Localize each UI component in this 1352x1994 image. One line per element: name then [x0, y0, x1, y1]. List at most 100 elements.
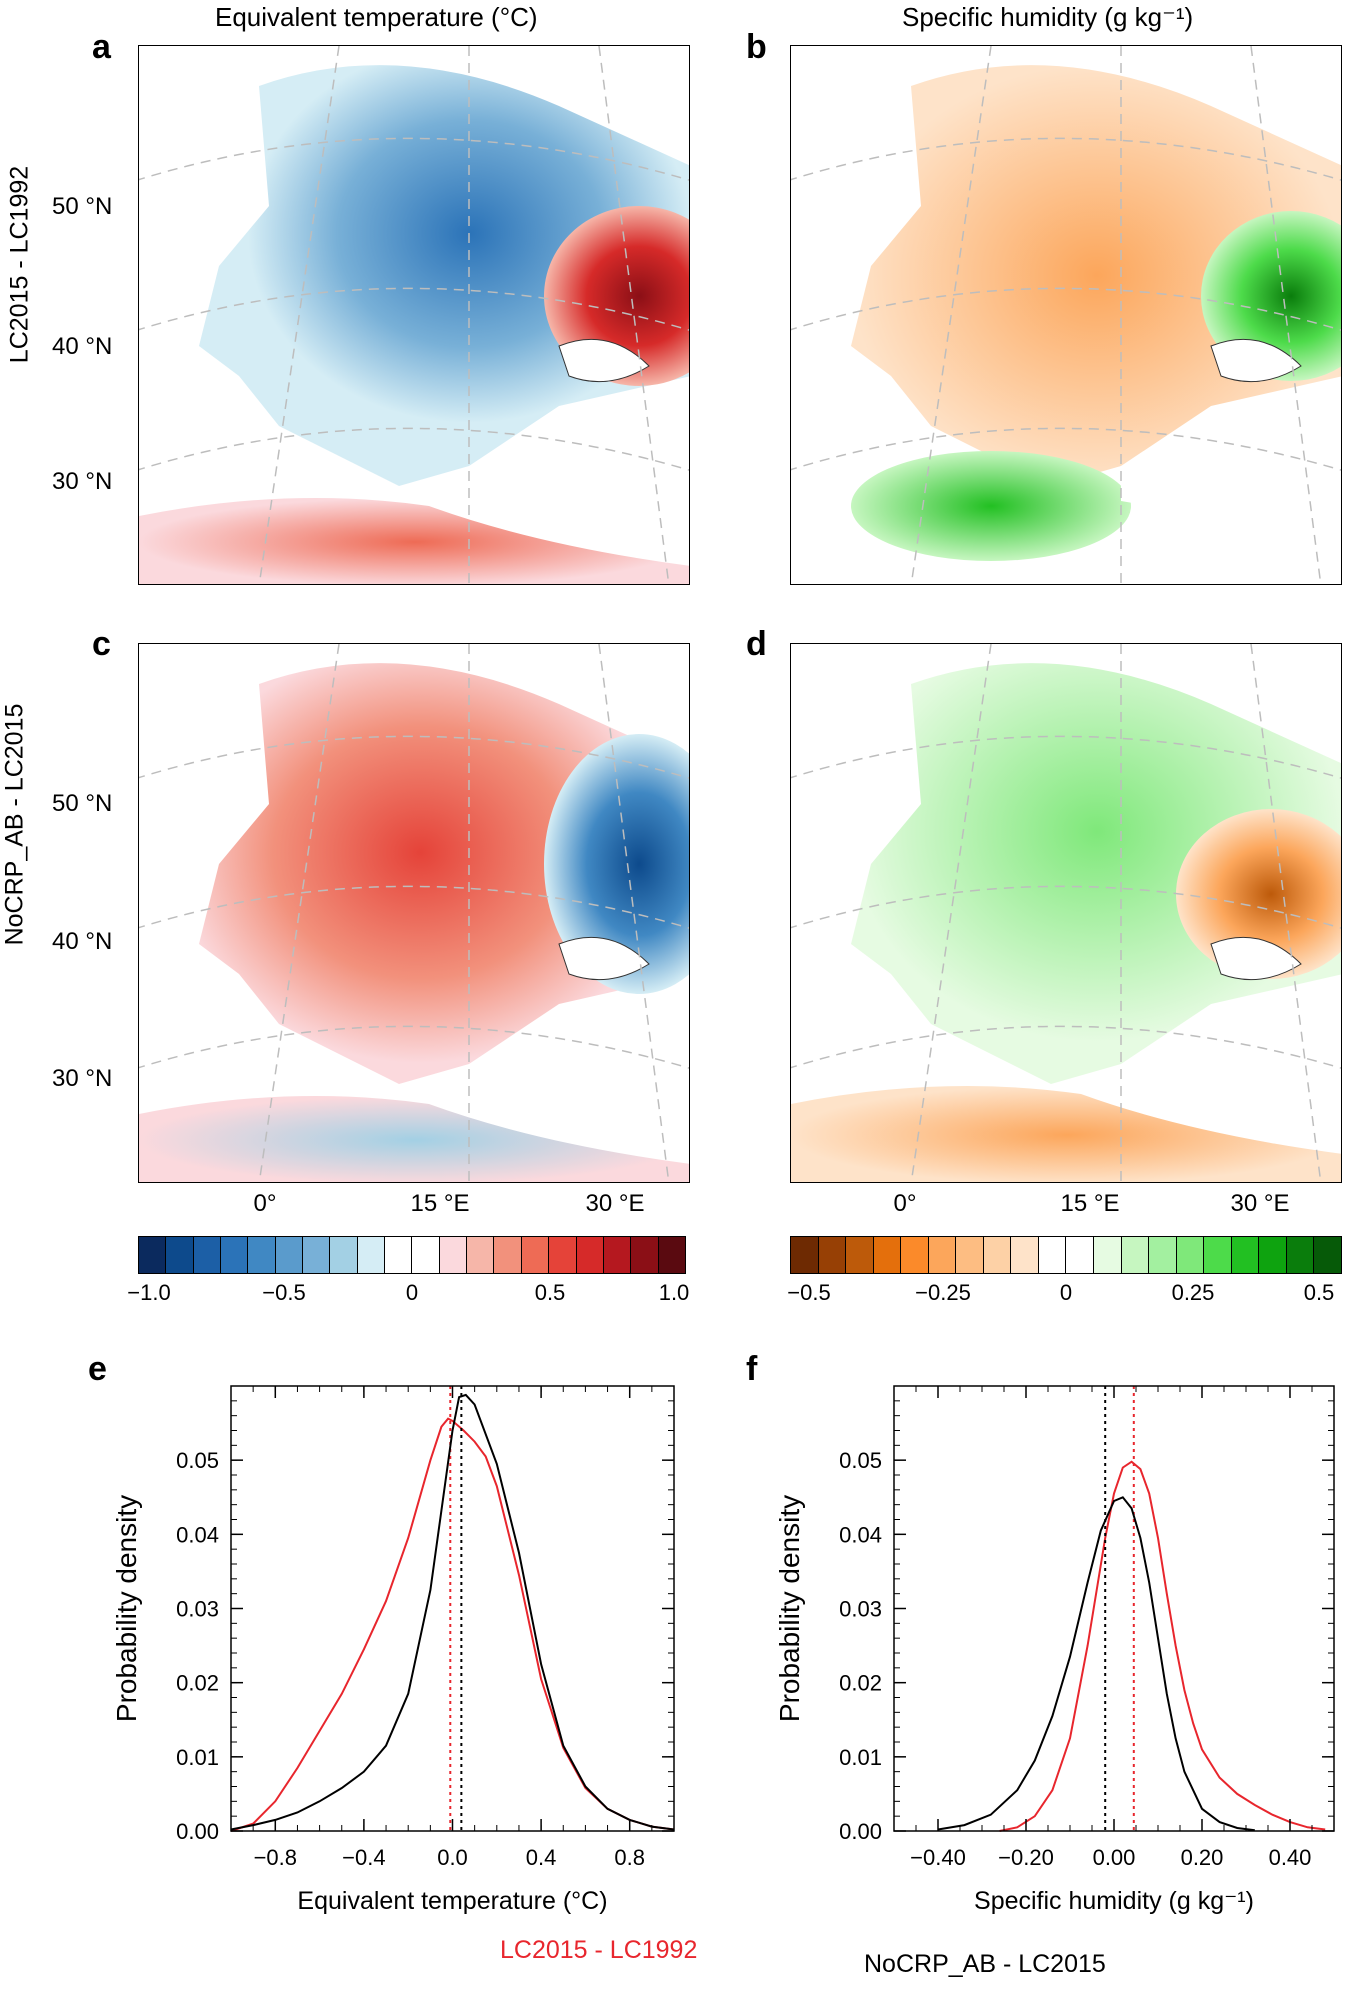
- x-tick-label: −0.20: [998, 1845, 1054, 1870]
- y-tick-label: 0.05: [176, 1448, 219, 1473]
- lon-label-15e: 15 °E: [410, 1190, 470, 1217]
- colorbar-swatch: [521, 1237, 550, 1273]
- colorbar-temperature-ticks: −1.0 −0.5 0 0.5 1.0: [127, 1280, 689, 1310]
- colorbar-tick: 1.0: [658, 1280, 690, 1305]
- colorbar-tick: 0.5: [1303, 1280, 1335, 1305]
- map-c-graphic: [139, 644, 689, 1182]
- y-tick-label: 0.02: [176, 1671, 219, 1696]
- colorbar-swatch: [494, 1237, 522, 1273]
- map-panel-a: [138, 45, 690, 585]
- colorbar-swatch: [873, 1237, 902, 1273]
- colorbar-swatch: [1259, 1237, 1287, 1273]
- colorbar-humidity: [790, 1236, 1342, 1274]
- legend-item-lc2015-lc1992: LC2015 - LC1992: [500, 1936, 698, 1964]
- row-label-nocrp-ab-lc2015: NoCRP_AB - LC2015: [0, 703, 29, 946]
- lon-label-15e: 15 °E: [1060, 1190, 1120, 1217]
- legend-item-nocrp-ab-lc2015: NoCRP_AB - LC2015: [864, 1950, 1106, 1978]
- y-axis-label: Probability density: [774, 1495, 805, 1722]
- panel-letter-a: a: [92, 28, 111, 66]
- panel-letter-c: c: [92, 625, 111, 663]
- x-tick-label: 0.20: [1181, 1845, 1224, 1870]
- x-tick-label: −0.4: [342, 1845, 385, 1870]
- plot-frame: [893, 1385, 1335, 1832]
- colorbar-swatch: [166, 1237, 194, 1273]
- colorbar-swatch: [248, 1237, 276, 1273]
- colorbar-swatch: [1314, 1237, 1341, 1273]
- colorbar-swatch: [1231, 1237, 1260, 1273]
- map-d-graphic: [791, 644, 1341, 1182]
- y-tick-label: 0.01: [176, 1745, 219, 1770]
- y-tick-label: 0.00: [839, 1819, 882, 1844]
- lat-label-30n: 30 °N: [52, 1065, 113, 1092]
- series-line-0: [230, 1417, 675, 1832]
- colorbar-swatch: [1176, 1237, 1205, 1273]
- colorbar-tick: 0.5: [534, 1280, 566, 1305]
- colorbar-swatch: [357, 1237, 386, 1273]
- colorbar-tick: −1.0: [127, 1280, 171, 1305]
- column-title-temperature: Equivalent temperature (°C): [215, 2, 538, 32]
- colorbar-swatch: [818, 1237, 847, 1273]
- lat-label-30n: 30 °N: [52, 468, 113, 495]
- x-axis-label: Specific humidity (g kg⁻¹): [974, 1887, 1254, 1915]
- colorbar-swatch: [983, 1237, 1012, 1273]
- colorbar-swatch: [631, 1237, 659, 1273]
- x-tick-label: 0.00: [1093, 1845, 1136, 1870]
- y-tick-label: 0.04: [839, 1522, 882, 1547]
- colorbar-swatch: [846, 1237, 874, 1273]
- colorbar-tick: −0.5: [262, 1280, 306, 1305]
- colorbar-swatch: [303, 1237, 331, 1273]
- colorbar-swatch: [193, 1237, 222, 1273]
- panel-letter-d: d: [746, 625, 767, 663]
- x-tick-label: 0.0: [437, 1845, 468, 1870]
- lat-label-40n: 40 °N: [52, 333, 113, 360]
- x-axis-label: Equivalent temperature (°C): [297, 1887, 607, 1915]
- lat-label-40n: 40 °N: [52, 928, 113, 955]
- colorbar-temperature: [138, 1236, 686, 1274]
- colorbar-swatch: [1066, 1237, 1095, 1273]
- x-tick-label: 0.40: [1269, 1845, 1312, 1870]
- colorbar-swatch: [576, 1237, 604, 1273]
- colorbar-swatch: [1149, 1237, 1177, 1273]
- series-line-0: [999, 1460, 1326, 1832]
- pdf-chart-e: −0.8 −0.4 0.0 0.4 0.8 0.00 0.01 0.02 0.03 0.04 0.0…: [111, 1385, 675, 1915]
- colorbar-swatch: [901, 1237, 929, 1273]
- lat-label-50n: 50 °N: [52, 193, 113, 220]
- pdf-chart-f: −0.40 −0.20 0.00 0.20 0.40 0.00 0.01 0.02 0.03 0.…: [774, 1385, 1335, 1915]
- y-axis-label: Probability density: [111, 1495, 142, 1722]
- y-tick-label: 0.00: [176, 1819, 219, 1844]
- x-tick-label: −0.8: [254, 1845, 297, 1870]
- column-title-humidity: Specific humidity (g kg⁻¹): [902, 2, 1194, 32]
- colorbar-tick: −0.5: [787, 1280, 831, 1305]
- colorbar-swatch: [275, 1237, 304, 1273]
- map-b-graphic: [791, 46, 1341, 584]
- panel-letter-f: f: [746, 1350, 758, 1388]
- map-panel-d: [790, 643, 1342, 1183]
- colorbar-swatch: [1286, 1237, 1315, 1273]
- y-tick-label: 0.03: [839, 1597, 882, 1622]
- colorbar-swatch: [385, 1237, 413, 1273]
- colorbar-swatch: [330, 1237, 358, 1273]
- x-tick-label: −0.40: [910, 1845, 966, 1870]
- y-tick-label: 0.05: [839, 1448, 882, 1473]
- lon-label-30e: 30 °E: [585, 1190, 645, 1217]
- plot-frame: [230, 1385, 675, 1832]
- map-panel-b: [790, 45, 1342, 585]
- panel-letter-e: e: [88, 1350, 107, 1388]
- colorbar-swatch: [1121, 1237, 1150, 1273]
- colorbar-swatch: [603, 1237, 632, 1273]
- colorbar-swatch: [221, 1237, 249, 1273]
- y-tick-label: 0.02: [839, 1671, 882, 1696]
- colorbar-swatch: [412, 1237, 440, 1273]
- x-tick-label: 0.4: [526, 1845, 557, 1870]
- colorbar-swatch: [1038, 1237, 1067, 1273]
- x-tick-label: 0.8: [614, 1845, 645, 1870]
- colorbar-humidity-ticks: −0.5 −0.25 0 0.25 0.5: [787, 1280, 1342, 1310]
- lon-label-0: 0°: [893, 1190, 917, 1217]
- colorbar-swatch: [439, 1237, 468, 1273]
- colorbar-swatch: [549, 1237, 577, 1273]
- colorbar-swatch: [791, 1237, 819, 1273]
- colorbar-swatch: [956, 1237, 984, 1273]
- y-tick-label: 0.03: [176, 1597, 219, 1622]
- colorbar-swatch: [658, 1237, 685, 1273]
- map-panel-c: [138, 643, 690, 1183]
